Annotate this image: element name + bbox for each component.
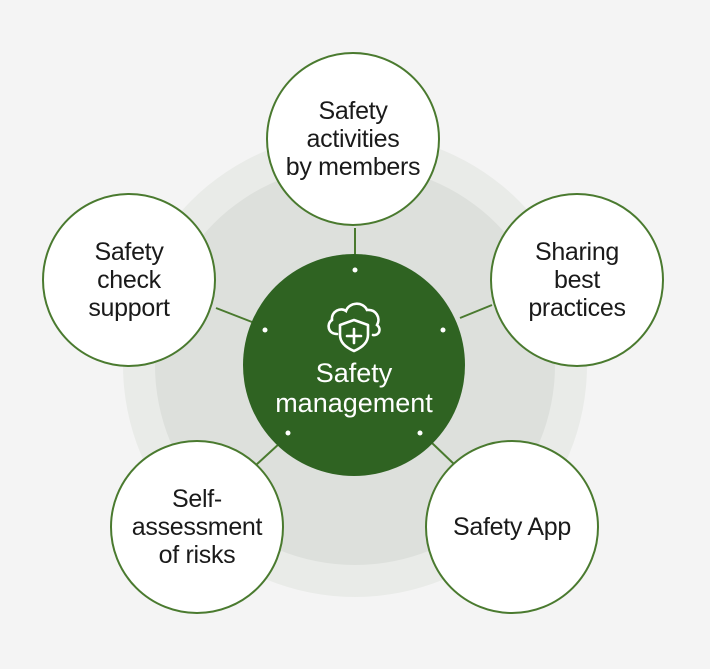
cloud-shield-icon [323, 298, 385, 354]
center-label: Safety management [275, 358, 433, 418]
node-label: Self- assessment of risks [132, 485, 262, 569]
node-self-assessment: Self- assessment of risks [110, 440, 284, 614]
node-label: Safety check support [88, 238, 169, 322]
node-sharing-best-practices: Sharing best practices [490, 193, 664, 367]
center-hub: Safety management [243, 254, 465, 476]
node-safety-check-support: Safety check support [42, 193, 216, 367]
node-label: Safety activities by members [286, 97, 421, 181]
node-label: Sharing best practices [528, 238, 625, 322]
node-label: Safety App [453, 513, 571, 541]
node-safety-activities: Safety activities by members [266, 52, 440, 226]
node-safety-app: Safety App [425, 440, 599, 614]
